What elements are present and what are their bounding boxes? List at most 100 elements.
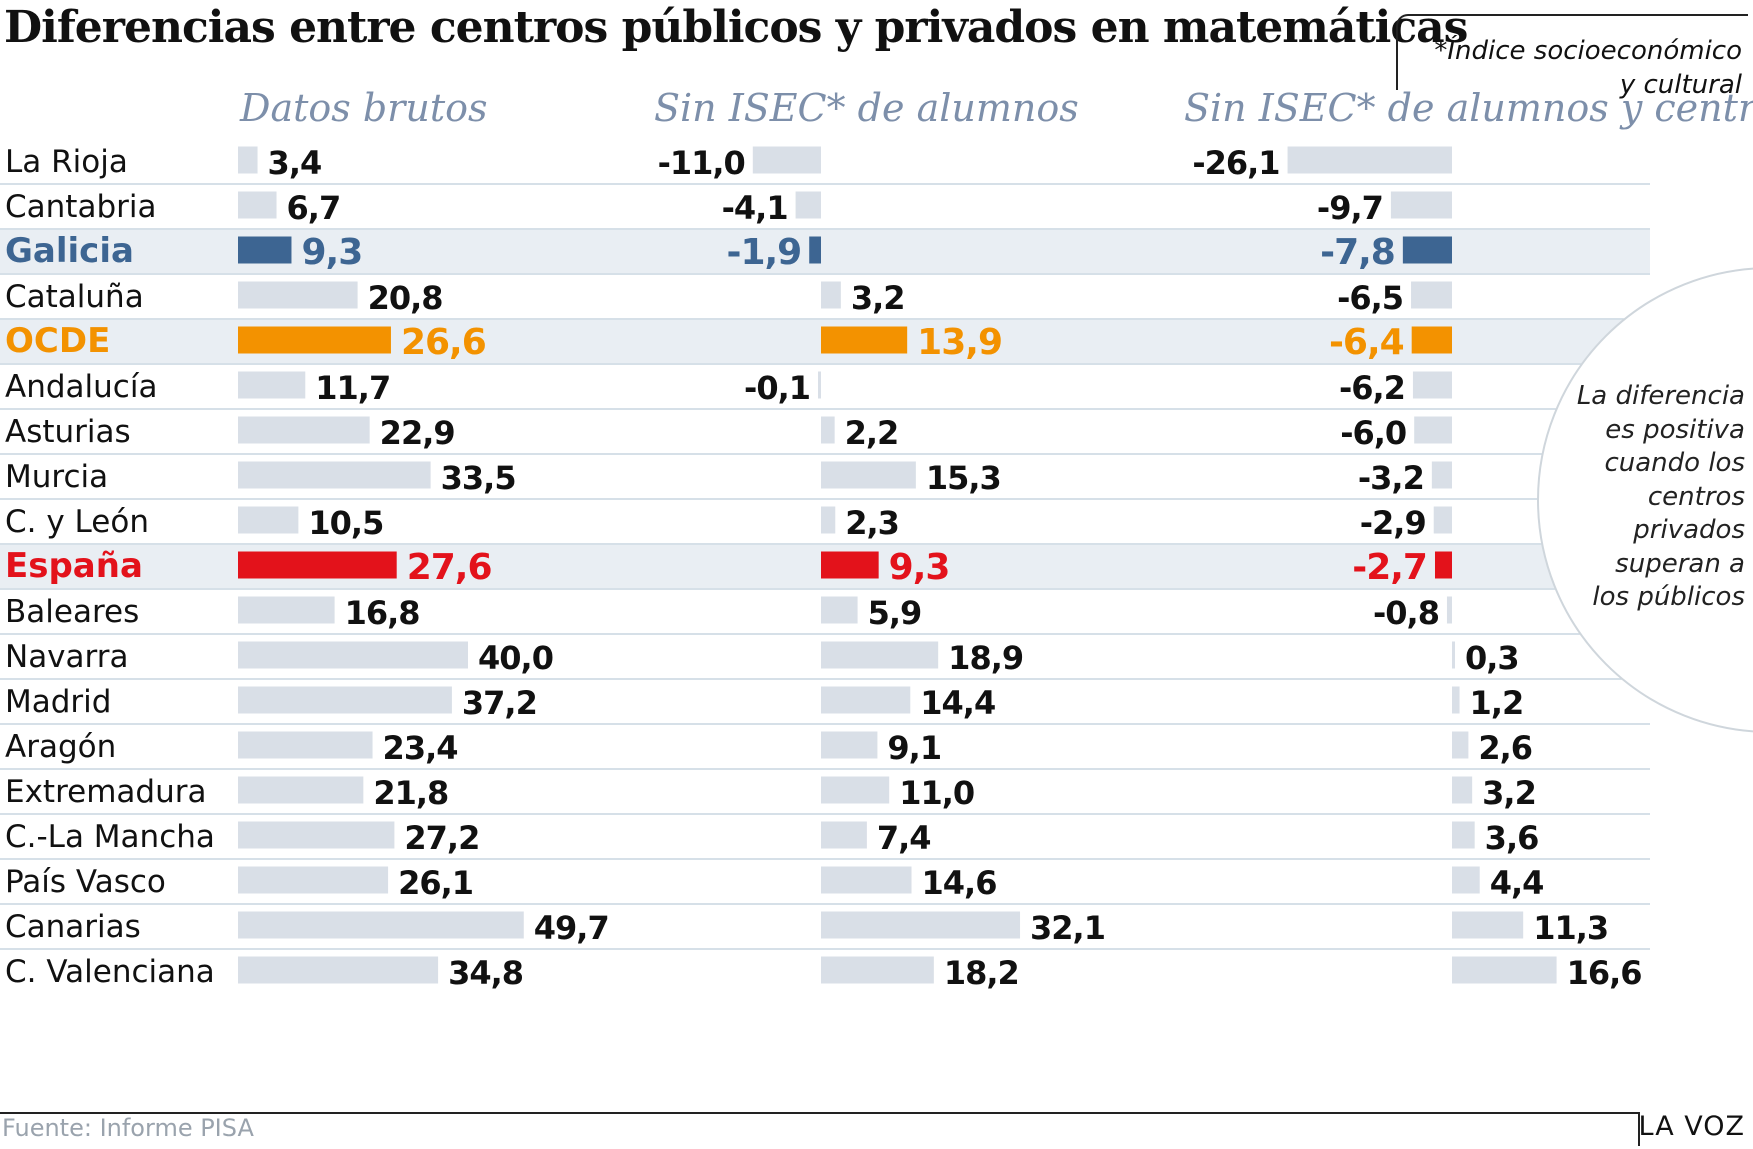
value-label: 40,0 xyxy=(478,639,553,677)
value-label: 3,4 xyxy=(268,144,322,182)
bar xyxy=(238,776,364,804)
value-label: 18,9 xyxy=(948,639,1023,677)
value-label: 21,8 xyxy=(373,774,448,812)
category-label: Asturias xyxy=(5,414,131,450)
value-label: 11,3 xyxy=(1533,909,1608,947)
logo-divider xyxy=(1638,1114,1640,1146)
bar xyxy=(1411,281,1452,309)
value-label: 14,4 xyxy=(920,684,995,722)
category-label: Galicia xyxy=(5,231,134,271)
value-label: 33,5 xyxy=(441,459,516,497)
bar xyxy=(238,281,358,309)
bar xyxy=(821,686,911,714)
source-credit: Fuente: Informe PISA xyxy=(2,1114,254,1142)
bar xyxy=(238,371,306,399)
chart-title: Diferencias entre centros públicos y pri… xyxy=(4,2,1468,53)
value-label: 3,2 xyxy=(851,279,905,317)
category-label: Navarra xyxy=(5,639,128,675)
annotation-line: cuando los xyxy=(1604,448,1745,478)
bar xyxy=(238,416,370,444)
annotation-line: privados xyxy=(1633,515,1745,545)
value-label: 2,6 xyxy=(1478,729,1532,767)
value-label: -2,7 xyxy=(1352,547,1427,588)
value-label: -6,2 xyxy=(1339,369,1405,407)
annotation-line: La diferencia xyxy=(1576,381,1745,411)
value-label: -1,9 xyxy=(727,232,802,273)
bar xyxy=(1390,191,1452,219)
bar xyxy=(821,776,890,804)
value-label: 13,9 xyxy=(917,322,1002,363)
value-label: 1,2 xyxy=(1470,684,1524,722)
category-label: Murcia xyxy=(5,459,108,495)
value-label: 22,9 xyxy=(380,414,455,452)
value-label: 20,8 xyxy=(368,279,443,317)
category-label: C.-La Mancha xyxy=(5,819,215,855)
bar xyxy=(821,596,858,624)
category-label: OCDE xyxy=(5,321,110,361)
bar xyxy=(238,191,277,219)
value-label: 34,8 xyxy=(448,954,523,992)
annotation-line: es positiva xyxy=(1605,414,1745,445)
value-label: 32,1 xyxy=(1030,909,1105,947)
bar xyxy=(821,911,1021,939)
bar xyxy=(809,236,821,264)
category-label: La Rioja xyxy=(5,144,128,180)
bar xyxy=(1452,776,1473,804)
footer-rule xyxy=(0,1112,1640,1114)
isec-footnote: *Índice socioeconómico y cultural xyxy=(1434,34,1742,102)
bar xyxy=(821,551,879,579)
value-label: 9,1 xyxy=(887,729,941,767)
value-label: -0,1 xyxy=(744,369,810,407)
bar xyxy=(821,461,916,489)
category-label: Andalucía xyxy=(5,369,157,405)
bar xyxy=(1452,821,1475,849)
category-label: Canarias xyxy=(5,909,141,945)
category-label: Baleares xyxy=(5,594,139,630)
value-label: 9,3 xyxy=(301,232,362,273)
value-label: -6,4 xyxy=(1329,322,1404,363)
note-box: *Índice socioeconómico y cultural xyxy=(1396,14,1748,100)
bar xyxy=(1431,461,1452,489)
value-label: -2,9 xyxy=(1360,504,1426,542)
value-label: 0,3 xyxy=(1465,639,1519,677)
value-label: -3,2 xyxy=(1358,459,1424,497)
footnote-line-2: y cultural xyxy=(1619,70,1742,100)
bar xyxy=(821,956,934,984)
bar xyxy=(238,326,391,354)
value-label: 49,7 xyxy=(534,909,609,947)
column-heading-no-student-isec: Sin ISEC* de alumnos xyxy=(654,86,1079,130)
bar xyxy=(1287,146,1452,174)
value-label: 11,7 xyxy=(315,369,390,407)
bar xyxy=(1412,371,1452,399)
bar xyxy=(238,596,335,624)
bar xyxy=(1452,866,1480,894)
value-label: -0,8 xyxy=(1373,594,1439,632)
value-label: 3,6 xyxy=(1485,819,1539,857)
value-label: 11,0 xyxy=(899,774,974,812)
category-label: C. Valenciana xyxy=(5,954,215,990)
bar xyxy=(238,956,439,984)
value-label: 27,6 xyxy=(407,547,492,588)
value-label: 16,8 xyxy=(345,594,420,632)
value-label: 4,4 xyxy=(1490,864,1544,902)
footnote-line-1: *Índice socioeconómico xyxy=(1434,36,1742,66)
bar xyxy=(1452,911,1524,939)
value-label: -11,0 xyxy=(658,144,745,182)
annotation-circle xyxy=(1537,267,1753,733)
category-label: Extremadura xyxy=(5,774,207,810)
value-label: 16,6 xyxy=(1567,954,1642,992)
category-label: Aragón xyxy=(5,729,116,765)
column-heading-no-student-school-isec: Sin ISEC* de alumnos y centro xyxy=(1184,86,1753,130)
bar xyxy=(238,146,258,174)
value-label: -7,8 xyxy=(1320,232,1395,273)
bar xyxy=(238,911,524,939)
category-label: Cataluña xyxy=(5,279,144,315)
value-label: 2,2 xyxy=(845,414,899,452)
la-voz-logo: LA VOZ xyxy=(1638,1111,1745,1142)
value-label: 26,1 xyxy=(398,864,473,902)
bar xyxy=(821,641,939,669)
bar xyxy=(1452,731,1469,759)
bar xyxy=(821,866,912,894)
bar xyxy=(238,641,468,669)
